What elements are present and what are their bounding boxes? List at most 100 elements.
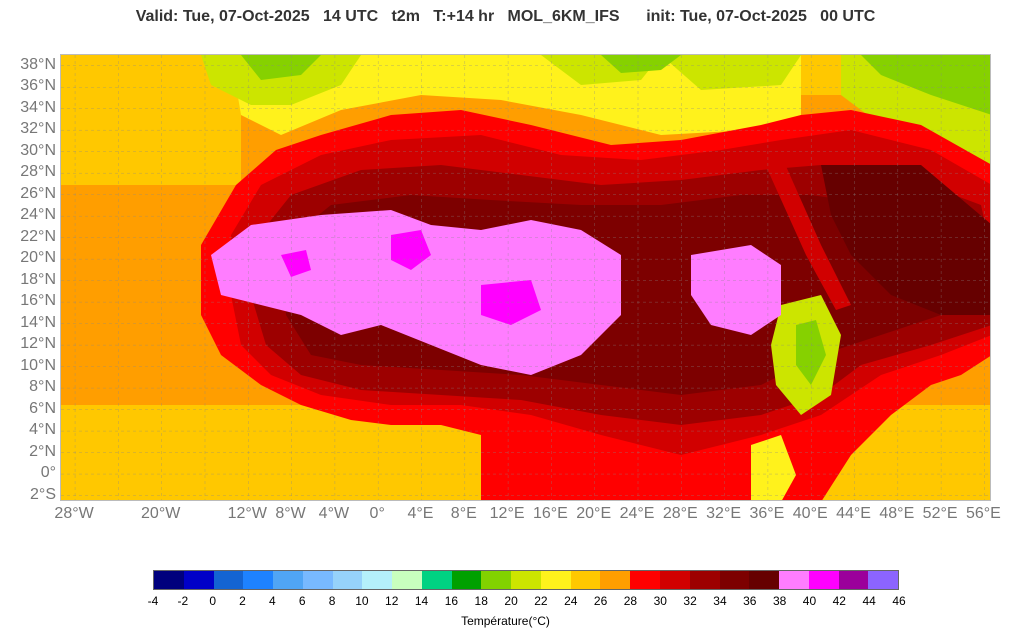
balkan-zone [601, 55, 681, 73]
lat-label: 4°N [29, 421, 56, 439]
colorbar-segment [630, 571, 661, 589]
lat-label: 16°N [20, 292, 56, 310]
colorbar-segment [332, 571, 363, 589]
sahara-hot-zone [211, 210, 621, 375]
lon-label: 16°E [532, 505, 568, 522]
lat-label: 12°N [20, 335, 56, 353]
lon-label: 20°W [141, 505, 181, 522]
graticule [61, 55, 990, 500]
lon-label: 12°E [489, 505, 525, 522]
colorbar-segment [838, 571, 869, 589]
colorbar-segment [273, 571, 303, 589]
lon-label: 40°E [792, 505, 828, 522]
lon-label: 28°E [662, 505, 698, 522]
temperature-map [60, 54, 991, 501]
colorbar-segment [421, 571, 452, 589]
colorbar-tick-label: 0 [209, 594, 217, 608]
colorbar-tick-label: 12 [385, 594, 399, 608]
colorbar-tick-label: -2 [177, 594, 189, 608]
colorbar-tick-label: 28 [623, 594, 638, 608]
colorbar-segment [749, 571, 780, 589]
lat-label: 20°N [20, 249, 56, 267]
lon-label: 28°W [54, 505, 94, 522]
colorbar-tick-label: 18 [474, 594, 488, 608]
colorbar-segment [154, 571, 184, 589]
colorbar-segment [570, 571, 601, 589]
lon-label: 20°E [576, 505, 612, 522]
colorbar-tick-label: 8 [328, 594, 336, 608]
lon-label: 24°E [619, 505, 655, 522]
mediterranean-zone [231, 55, 801, 135]
map-canvas [61, 55, 990, 500]
sudan-hot-zone [691, 245, 781, 335]
colorbar-tick-label: 24 [564, 594, 578, 608]
lon-label: 56°E [965, 505, 1001, 522]
lat-label: 24°N [20, 206, 56, 224]
lat-label: 18°N [20, 270, 56, 288]
colorbar-segment [302, 571, 333, 589]
lat-label: 10°N [20, 356, 56, 374]
colorbar-segment [392, 571, 422, 589]
colorbar-ticks: -4 -2 0 2 4 6 8 10 12 14 16 18 20 22 24 26 28 30 32 34 36 38 4… [148, 594, 906, 610]
east-africa-zone [751, 435, 796, 500]
lon-label: 12°W [227, 505, 267, 522]
lon-label: 0° [369, 505, 385, 522]
colorbar-segment [540, 571, 571, 589]
lat-label: 14°N [20, 313, 56, 331]
arabia-darkred4-zone [821, 165, 990, 315]
lon-label: 32°E [706, 505, 742, 522]
lat-label: 32°N [20, 120, 56, 138]
colorbar-segment [719, 571, 750, 589]
colorbar-segment [660, 571, 690, 589]
lat-label: 2°S [30, 485, 56, 503]
colorbar-segment [481, 571, 512, 589]
magenta-spot-2 [481, 280, 541, 325]
lon-label: 4°E [407, 505, 434, 522]
colorbar-segment [362, 571, 393, 589]
colorbar-tick-label: -4 [147, 594, 159, 608]
colorbar-tick-label: 30 [653, 594, 667, 608]
colorbar-tick-label: 42 [832, 594, 846, 608]
colorbar-segment [511, 571, 541, 589]
ethiopia-green-zone [796, 320, 826, 385]
turkey-zone [861, 55, 990, 115]
colorbar-segment [779, 571, 809, 589]
colorbar-segment [600, 571, 631, 589]
red-sea-zone [761, 155, 851, 310]
lon-label: 52°E [922, 505, 958, 522]
colorbar-segment [451, 571, 482, 589]
iberia-green-zone [241, 55, 321, 80]
colorbar-tick-label: 22 [534, 594, 548, 608]
lat-label: 38°N [20, 55, 56, 73]
colorbar-tick-label: 34 [713, 594, 727, 608]
colorbar-tick-label: 44 [862, 594, 876, 608]
longitude-axis: 28°W 20°W 12°W 8°W 4°W 0° 4°E 8°E 12°E 16°E 20°E 24… [54, 505, 1005, 529]
map-title: Valid: Tue, 07-Oct-2025 14 UTC t2m T:+14… [135, 8, 876, 25]
colorbar-tick-label: 16 [444, 594, 459, 608]
colorbar-tick-label: 2 [239, 594, 246, 608]
colorbar-segment [868, 571, 899, 589]
greece-zone [661, 55, 801, 90]
lon-label: 44°E [836, 505, 871, 522]
latitude-axis: 38°N 36°N 34°N 32°N 30°N 28°N 26°N 24°N 22°N 20°N… [0, 54, 56, 503]
colorbar-tick-label: 10 [355, 594, 369, 608]
lat-label: 6°N [29, 399, 56, 417]
magenta-spot-1 [391, 230, 431, 270]
colorbar-tick-label: 26 [593, 594, 608, 608]
colorbar-segment [183, 571, 214, 589]
lon-label: 8°E [450, 505, 477, 522]
colorbar-segment [213, 571, 244, 589]
lon-label: 8°W [275, 505, 306, 522]
lat-label: 34°N [20, 98, 56, 116]
lat-label: 8°N [29, 378, 56, 396]
lat-label: 0° [40, 464, 56, 482]
lat-label: 2°N [29, 442, 56, 460]
lat-label: 22°N [20, 227, 56, 245]
iberia-zone [201, 55, 361, 105]
magenta-spot-3 [281, 250, 311, 277]
colorbar-tick-label: 32 [683, 594, 697, 608]
lon-label: 4°W [318, 505, 350, 522]
colorbar-tick-label: 14 [414, 594, 429, 608]
colorbar-tick-label: 38 [772, 594, 787, 608]
lat-label: 26°N [20, 184, 56, 202]
